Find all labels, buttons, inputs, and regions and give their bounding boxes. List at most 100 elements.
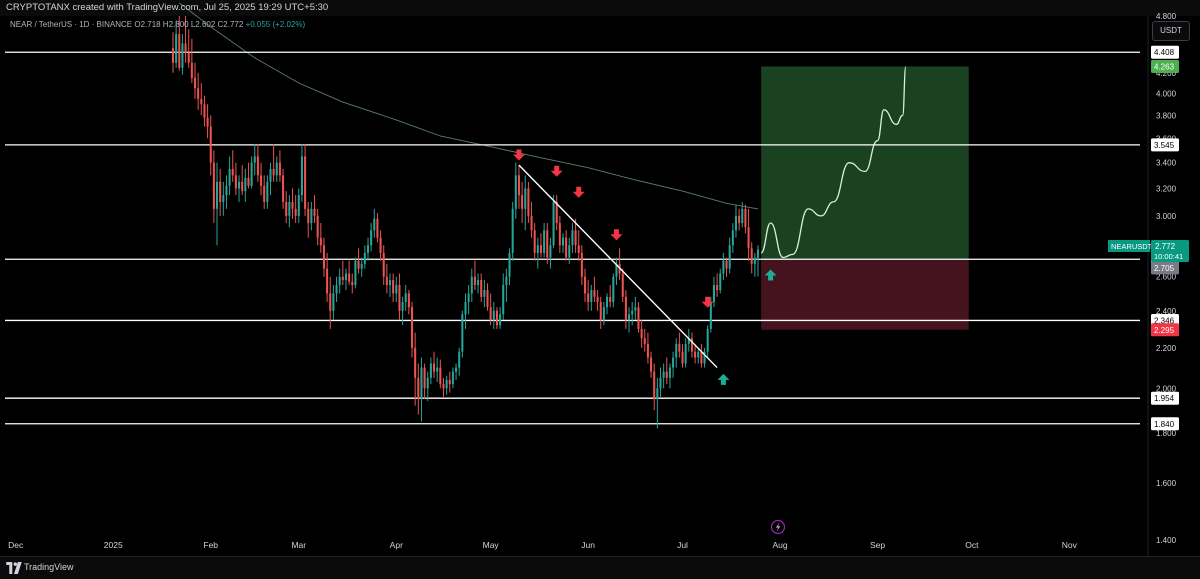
candle[interactable]	[304, 144, 307, 216]
candle[interactable]	[414, 332, 417, 406]
candle[interactable]	[370, 223, 373, 252]
candle[interactable]	[539, 233, 542, 258]
candle[interactable]	[533, 223, 536, 261]
candle[interactable]	[376, 213, 379, 243]
stop-price-badge[interactable]: 2.295	[1151, 323, 1179, 337]
candle[interactable]	[738, 208, 741, 231]
candle[interactable]	[480, 273, 483, 303]
candle[interactable]	[433, 351, 436, 378]
candle[interactable]	[363, 245, 366, 269]
candle[interactable]	[643, 328, 646, 352]
candle[interactable]	[175, 20, 178, 68]
candle[interactable]	[719, 268, 722, 294]
candle[interactable]	[263, 175, 266, 209]
candle[interactable]	[357, 248, 360, 274]
candle[interactable]	[690, 332, 693, 358]
candle[interactable]	[278, 150, 281, 182]
candle[interactable]	[722, 252, 725, 281]
candle[interactable]	[527, 181, 530, 224]
candle[interactable]	[250, 156, 253, 189]
candle[interactable]	[621, 268, 624, 303]
candle[interactable]	[703, 347, 706, 368]
candle[interactable]	[665, 357, 668, 385]
candle[interactable]	[448, 371, 451, 393]
level-price-badge[interactable]: 4.408	[1151, 45, 1179, 59]
target-price-badge[interactable]: 4.263	[1151, 59, 1179, 73]
candle[interactable]	[297, 188, 300, 224]
candle[interactable]	[675, 338, 678, 368]
candle[interactable]	[612, 273, 615, 308]
candle[interactable]	[190, 38, 193, 84]
candle[interactable]	[555, 195, 558, 231]
candle[interactable]	[455, 363, 458, 380]
candle[interactable]	[744, 204, 747, 234]
candle[interactable]	[219, 168, 222, 216]
candle[interactable]	[392, 273, 395, 303]
candle[interactable]	[590, 284, 593, 311]
candle[interactable]	[178, 16, 181, 71]
candle[interactable]	[753, 252, 756, 277]
candle[interactable]	[338, 268, 341, 294]
candle[interactable]	[731, 223, 734, 253]
chart-pane[interactable]	[0, 16, 1148, 556]
candle[interactable]	[631, 302, 634, 326]
candle[interactable]	[373, 208, 376, 238]
candle[interactable]	[410, 302, 414, 358]
candle[interactable]	[181, 34, 184, 75]
symbol-info-bar[interactable]: NEAR / TetherUS · 1D · BINANCE O2.718 H2…	[10, 20, 305, 29]
candle[interactable]	[329, 276, 332, 329]
candle[interactable]	[200, 83, 203, 116]
candle[interactable]	[495, 307, 498, 329]
candle[interactable]	[596, 290, 599, 311]
candle[interactable]	[477, 273, 480, 294]
candle[interactable]	[404, 284, 407, 311]
candle[interactable]	[725, 257, 728, 277]
candle[interactable]	[659, 367, 662, 397]
candle[interactable]	[300, 144, 303, 202]
candle[interactable]	[747, 208, 750, 261]
candle[interactable]	[420, 357, 423, 422]
candle[interactable]	[461, 310, 464, 358]
candle[interactable]	[212, 150, 215, 224]
candle[interactable]	[423, 363, 426, 400]
candle[interactable]	[458, 347, 461, 376]
candle[interactable]	[379, 230, 382, 261]
candle[interactable]	[502, 273, 505, 320]
candle[interactable]	[332, 284, 335, 320]
profit-zone[interactable]	[761, 66, 969, 260]
candle[interactable]	[609, 284, 612, 308]
candle[interactable]	[593, 276, 596, 303]
candle[interactable]	[558, 215, 561, 253]
candle[interactable]	[756, 245, 760, 277]
candle[interactable]	[678, 332, 681, 358]
candle[interactable]	[388, 273, 392, 297]
entry-price-badge[interactable]: 2.705	[1151, 261, 1179, 275]
candle[interactable]	[511, 201, 514, 261]
candle[interactable]	[187, 29, 190, 68]
candle[interactable]	[206, 104, 209, 139]
candle[interactable]	[282, 168, 285, 209]
price-axis-pane[interactable]	[1148, 16, 1200, 556]
candle[interactable]	[486, 283, 489, 311]
level-price-badge[interactable]: 1.840	[1151, 417, 1179, 431]
candle[interactable]	[398, 273, 401, 320]
candle[interactable]	[543, 223, 546, 258]
candle[interactable]	[587, 280, 590, 311]
candle[interactable]	[499, 307, 502, 329]
candle[interactable]	[451, 367, 454, 389]
candle[interactable]	[193, 62, 197, 99]
candle[interactable]	[549, 237, 552, 269]
candle[interactable]	[253, 144, 256, 176]
candle[interactable]	[436, 357, 439, 382]
candle[interactable]	[577, 230, 580, 261]
candle[interactable]	[467, 284, 470, 315]
candle[interactable]	[536, 237, 539, 269]
candle[interactable]	[602, 302, 605, 326]
candle[interactable]	[741, 201, 744, 228]
candle[interactable]	[225, 175, 228, 209]
symbol-name[interactable]: NEAR / TetherUS · 1D · BINANCE	[10, 20, 133, 29]
candle[interactable]	[530, 201, 533, 238]
candle[interactable]	[310, 201, 313, 231]
candle[interactable]	[615, 257, 618, 285]
candle[interactable]	[442, 377, 445, 397]
